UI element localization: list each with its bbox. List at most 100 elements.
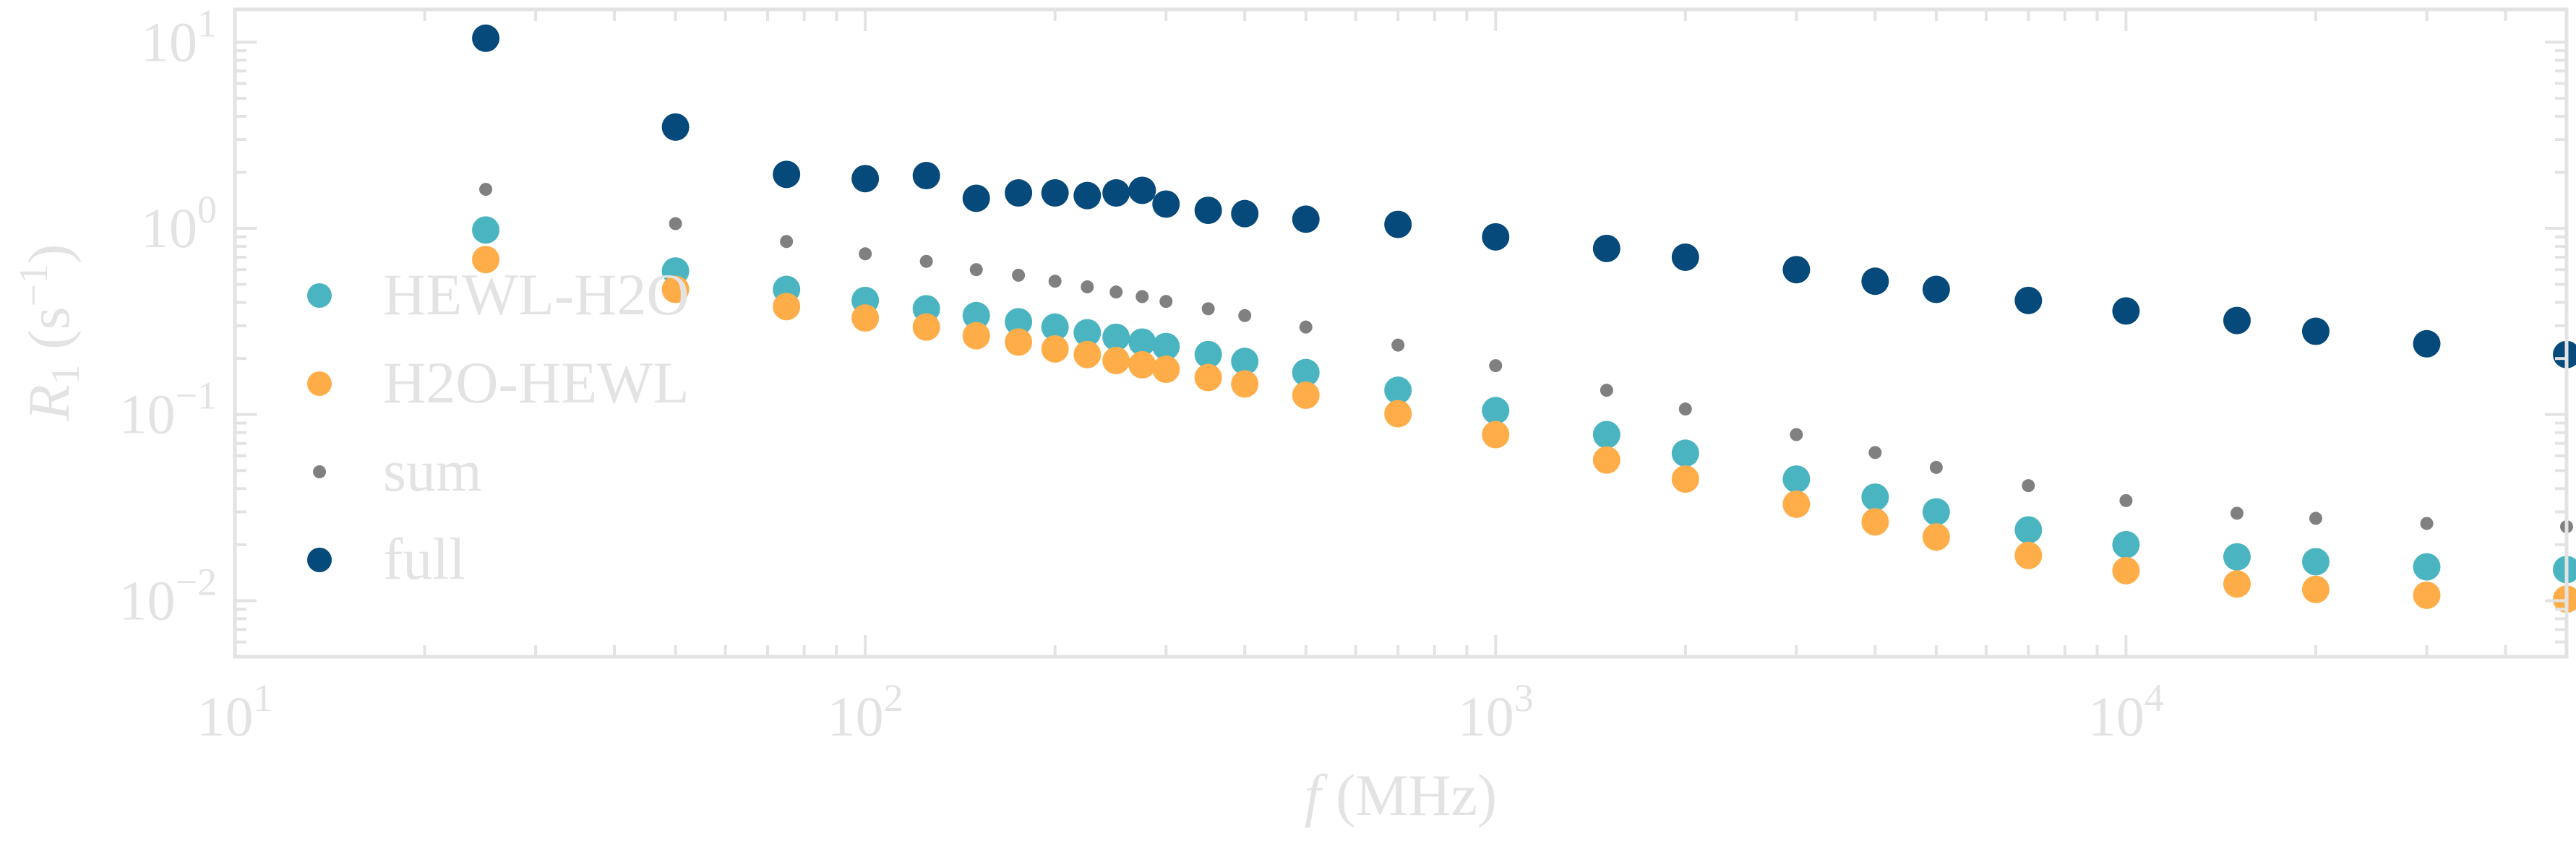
data-point-full xyxy=(1102,179,1130,207)
legend-label-sum: sum xyxy=(383,438,482,504)
data-point-h2o-hewl xyxy=(2413,581,2441,609)
data-point-sum xyxy=(780,235,794,249)
legend-marker-hewl-h2o xyxy=(307,283,332,308)
x-tick-label-base: 10 xyxy=(197,685,254,748)
data-point-sum xyxy=(2119,493,2133,507)
data-point-full xyxy=(1128,176,1156,204)
data-point-hewl-h2o xyxy=(1152,332,1180,361)
data-point-full xyxy=(1482,223,1510,251)
data-point-full xyxy=(1194,197,1222,225)
legend-marker-h2o-hewl xyxy=(307,371,332,396)
data-point-h2o-hewl xyxy=(1073,340,1102,368)
legend-label-h2o-hewl: H2O-HEWL xyxy=(383,350,690,415)
data-point-full xyxy=(912,162,940,190)
data-point-h2o-hewl xyxy=(1592,446,1620,474)
data-point-h2o-hewl xyxy=(2553,585,2576,613)
y-axis-label-exp: −1 xyxy=(12,264,56,307)
data-point-sum xyxy=(1678,402,1692,416)
data-point-sum xyxy=(669,217,682,230)
data-point-sum xyxy=(1299,320,1313,334)
x-tick-label-base: 10 xyxy=(2088,685,2144,748)
data-point-hewl-h2o xyxy=(1102,323,1130,351)
data-point-full xyxy=(2413,329,2441,358)
data-point-hewl-h2o xyxy=(1384,376,1412,405)
data-point-sum xyxy=(2022,479,2035,493)
data-point-hewl-h2o xyxy=(1592,420,1620,449)
data-point-hewl-h2o xyxy=(1041,313,1069,341)
x-tick-label-exponent: 4 xyxy=(2144,676,2164,720)
data-point-h2o-hewl xyxy=(912,313,940,341)
data-point-h2o-hewl xyxy=(1231,370,1259,398)
data-point-hewl-h2o xyxy=(1782,465,1811,493)
x-tick-label: 101 xyxy=(197,676,273,748)
data-point-hewl-h2o xyxy=(472,216,500,244)
y-axis-label-sub: 1 xyxy=(43,364,88,384)
data-point-full xyxy=(1041,179,1069,207)
data-point-hewl-h2o xyxy=(1292,358,1320,387)
svg-text:R1 (s−1): R1 (s−1) xyxy=(12,244,88,422)
data-point-sum xyxy=(1109,285,1123,299)
data-point-full xyxy=(1861,267,1889,296)
x-tick-label-exponent: 3 xyxy=(1514,676,1534,720)
data-point-h2o-hewl xyxy=(1384,400,1412,428)
data-point-hewl-h2o xyxy=(1482,397,1510,425)
data-point-h2o-hewl xyxy=(1041,335,1069,363)
x-tick-label: 104 xyxy=(2088,676,2164,748)
data-point-full xyxy=(1384,210,1412,238)
data-point-h2o-hewl xyxy=(2223,570,2251,598)
data-point-sum xyxy=(1600,384,1613,397)
data-point-h2o-hewl xyxy=(1152,355,1180,384)
data-point-hewl-h2o xyxy=(2112,530,2140,558)
data-point-sum xyxy=(2309,512,2322,525)
data-point-full xyxy=(1073,181,1102,210)
y-tick-label-exponent: −1 xyxy=(176,374,217,418)
data-point-sum xyxy=(1159,295,1173,309)
data-point-full xyxy=(2301,317,2330,345)
data-point-hewl-h2o xyxy=(1128,328,1156,356)
data-point-hewl-h2o xyxy=(1073,319,1102,347)
data-point-h2o-hewl xyxy=(962,322,990,350)
x-tick-label: 103 xyxy=(1458,676,1534,748)
y-tick-label-base: 10 xyxy=(119,569,176,631)
y-axis-label-close: ) xyxy=(16,244,82,264)
data-point-hewl-h2o xyxy=(962,301,990,329)
data-point-h2o-hewl xyxy=(1671,465,1699,493)
series-hewl-h2o xyxy=(472,216,2576,584)
data-point-h2o-hewl xyxy=(1102,347,1130,375)
data-point-sum xyxy=(1135,290,1149,303)
data-point-h2o-hewl xyxy=(2301,575,2330,603)
data-point-sum xyxy=(479,183,493,197)
data-point-hewl-h2o xyxy=(2301,548,2330,576)
data-point-sum xyxy=(1238,309,1252,322)
y-tick-label: 10−2 xyxy=(119,560,217,631)
plot-frame xyxy=(233,7,2569,659)
data-point-sum xyxy=(2230,506,2244,520)
data-point-sum xyxy=(969,263,983,277)
data-point-full xyxy=(1671,243,1699,271)
legend-marker-full xyxy=(307,548,332,572)
y-axis-label-main: R xyxy=(16,384,82,421)
data-point-h2o-hewl xyxy=(1194,363,1222,392)
legend-marker-sum xyxy=(313,465,326,478)
data-point-full xyxy=(1292,205,1320,233)
data-point-hewl-h2o xyxy=(1231,348,1259,376)
data-points xyxy=(472,24,2576,613)
y-axis-label: R1 (s−1) xyxy=(12,244,88,422)
data-point-sum xyxy=(1868,446,1882,460)
series-full xyxy=(472,24,2576,368)
x-tick-label-exponent: 1 xyxy=(254,676,273,720)
data-point-h2o-hewl xyxy=(1005,328,1033,356)
x-tick-label-base: 10 xyxy=(1458,685,1514,748)
legend-label-hewl-h2o: HEWL-H2O xyxy=(383,262,690,327)
data-point-full xyxy=(2112,297,2140,325)
data-point-full xyxy=(851,165,880,193)
data-point-sum xyxy=(859,247,872,261)
data-point-hewl-h2o xyxy=(1005,308,1033,336)
data-point-sum xyxy=(919,254,933,268)
data-point-sum xyxy=(1201,302,1215,316)
legend: HEWL-H2O H2O-HEWL sum full xyxy=(307,262,690,592)
data-point-full xyxy=(1152,190,1180,218)
y-tick-label: 10−1 xyxy=(119,374,217,446)
